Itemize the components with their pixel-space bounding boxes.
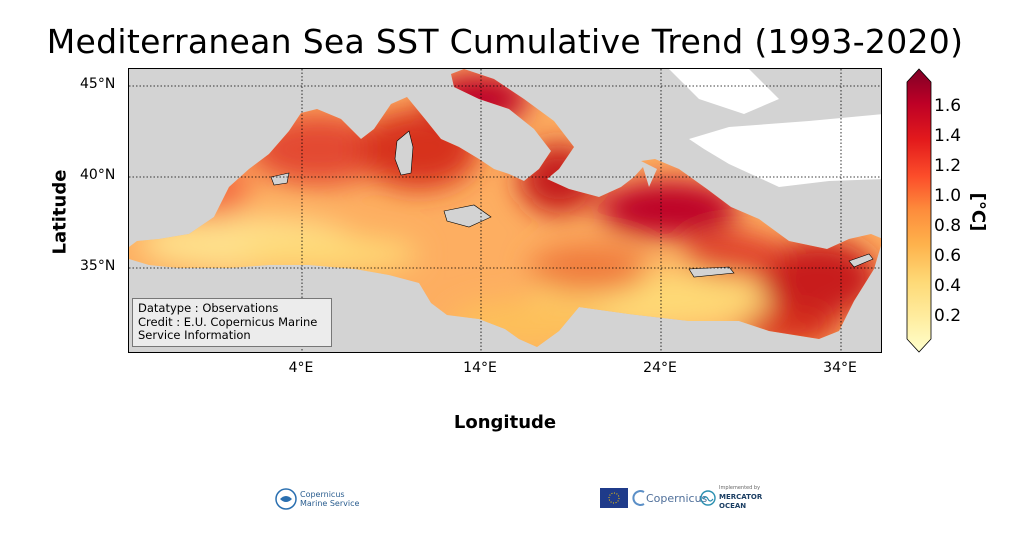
lat-tick-35: 35°N [80,258,116,274]
sicily [443,204,492,228]
x-axis-title: Longitude [453,412,557,433]
cmems-logo: Copernicus Marine Service [275,488,359,510]
colorbar-unit: [°C] [967,192,989,232]
lon-tick-4: 4°E [288,360,314,376]
colorbar-tick-1-0: 1.0 [934,186,962,206]
colorbar-tick-1-4: 1.4 [934,126,962,146]
lon-tick-24: 24°E [643,360,677,376]
mercator-line1: MERCATOR [719,493,763,501]
colorbar-tick-1-2: 1.2 [934,156,962,176]
lat-tick-45: 45°N [80,76,116,92]
lon-tick-14: 14°E [463,360,497,376]
colorbar [906,68,932,353]
copernicus-swirl-icon [632,490,645,506]
colorbar-tick-1-6: 1.6 [934,96,962,116]
colorbar-tick-0-4: 0.4 [934,276,962,296]
infobox-datatype: Datatype : Observations [138,301,279,315]
copernicus-logo-text: Copernicus [646,491,708,505]
lat-tick-40: 40°N [80,167,116,183]
cmems-logo-line1: Copernicus [300,490,345,499]
black-sea-area [669,69,779,114]
black-sea-area-east [689,114,881,187]
balearic-islands [270,172,290,186]
colorbar-tick-0-2: 0.2 [934,306,962,326]
page-title: Mediterranean Sea SST Cumulative Trend (… [46,22,964,61]
colorbar-tick-0-8: 0.8 [934,216,962,236]
crete [688,266,735,278]
mercator-logo: Implemented by MERCATOR OCEAN [700,484,762,511]
infobox-credit-cont: Service Information [138,328,251,342]
lon-tick-34: 34°E [823,360,857,376]
eu-flag-icon [600,488,628,508]
mercator-implemented-by: Implemented by [719,485,761,491]
mercator-wave-icon [700,489,716,506]
sardinia-corsica [394,130,414,176]
infobox-credit: Credit : E.U. Copernicus Marine [138,314,318,329]
mercator-line2: OCEAN [719,502,747,510]
credit-infobox: Datatype : Observations Credit : E.U. Co… [132,298,332,347]
cmems-fish-icon [275,488,297,510]
eu-copernicus-logo: Copernicus [600,488,707,508]
y-axis-title: Latitude [49,169,71,255]
cmems-logo-line2: Marine Service [300,499,360,508]
colorbar-tick-0-6: 0.6 [934,246,962,266]
cyprus [848,253,874,268]
